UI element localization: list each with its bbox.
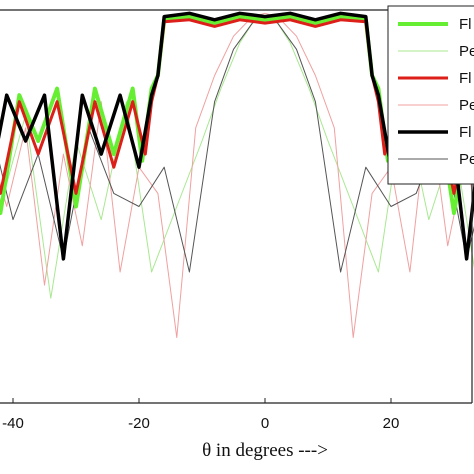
series-layer [0, 11, 474, 338]
x-tick-label: 20 [383, 415, 400, 432]
legend-label-4: Pe [459, 97, 474, 114]
x-tick-label: -40 [2, 415, 24, 432]
series-line-5 [0, 11, 474, 261]
series-line-3 [0, 18, 474, 195]
legend-label-2: Pe [459, 43, 474, 60]
legend-label-6: Pe [459, 151, 474, 168]
x-ticks: -80-60-40-200204060 [2, 398, 400, 432]
x-axis-title: θ in degrees ---> [202, 440, 328, 461]
legend-label-5: Fl [459, 124, 472, 141]
series-line-2 [0, 16, 474, 299]
legend-label-1: Fl [459, 16, 472, 33]
legend-label-3: Fl [459, 70, 472, 87]
legend: Fl Pe Fl Pe Fl Pe [387, 5, 474, 185]
x-tick-label: 0 [261, 415, 269, 432]
series-line-1 [0, 14, 474, 216]
legend-box [387, 5, 474, 185]
legend-items: Fl Pe Fl Pe Fl Pe [398, 16, 474, 168]
x-tick-label: -20 [128, 415, 150, 432]
series-line-4 [0, 12, 474, 338]
series-line-6 [0, 16, 474, 273]
